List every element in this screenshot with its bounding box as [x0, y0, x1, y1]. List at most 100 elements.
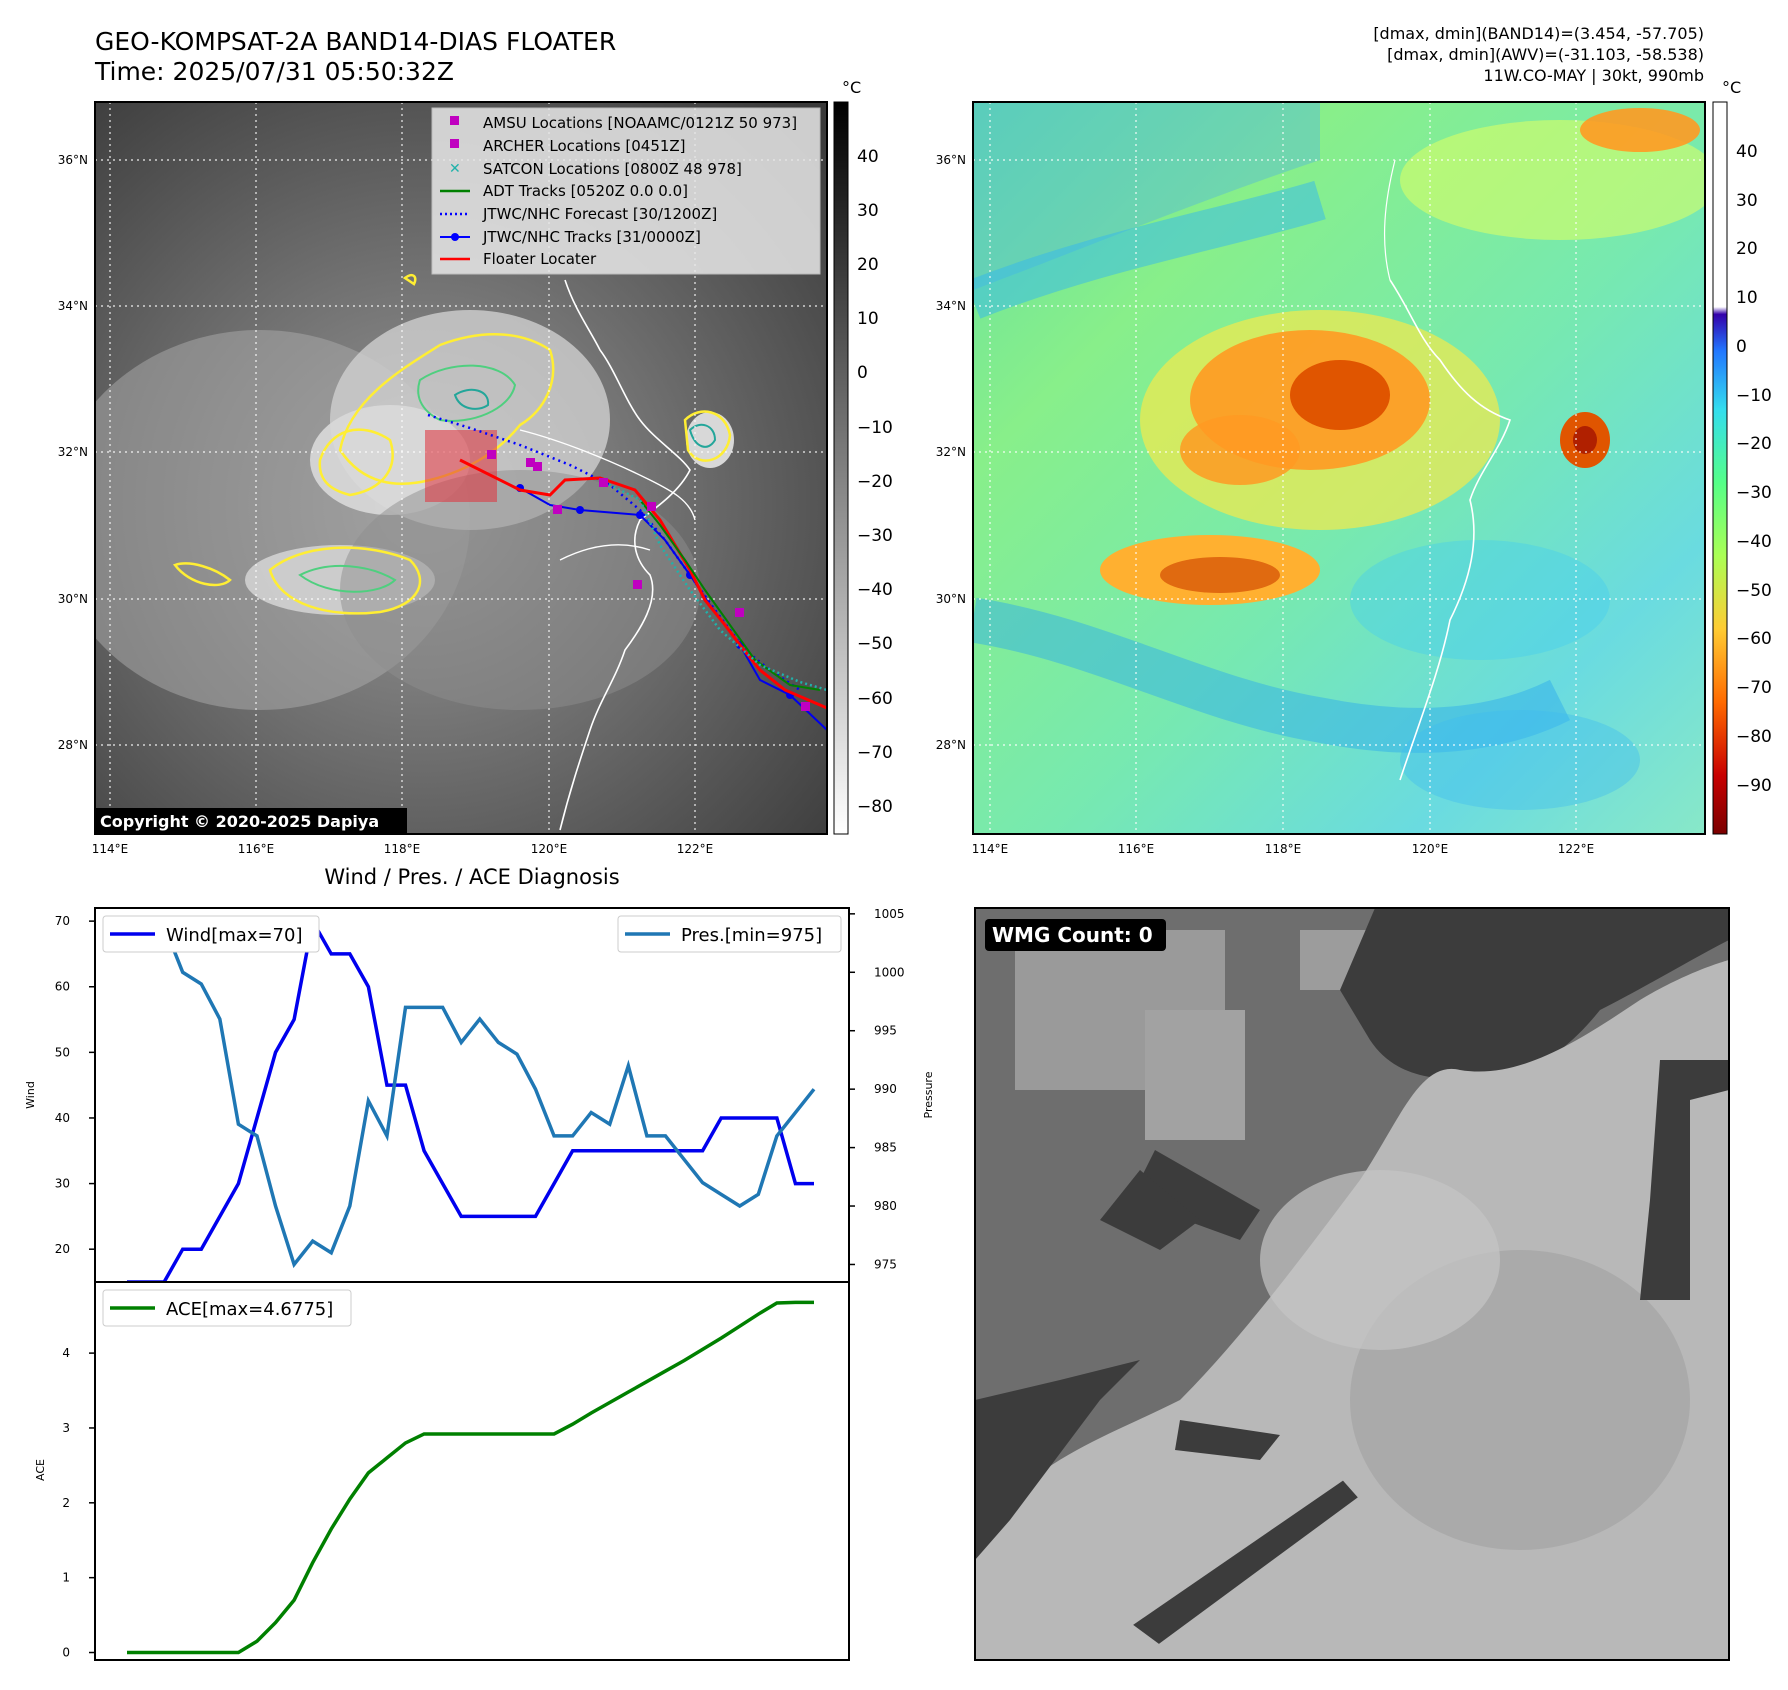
- copyright-box: [95, 808, 407, 834]
- wind-y-tick-label: 30: [55, 1177, 70, 1191]
- wv-lon-tick: 122°E: [1558, 842, 1595, 856]
- stats-band14: [dmax, dmin](BAND14)=(3.454, -57.705): [1373, 24, 1704, 43]
- wind-y-tick-label: 70: [55, 914, 70, 928]
- pressure-legend: Pres.[min=975]: [617, 915, 842, 953]
- svg-text:✕: ✕: [449, 161, 461, 177]
- wv-cbar-tick: −80: [1736, 727, 1772, 747]
- legend-satcon: SATCON Locations [0800Z 48 978]: [483, 160, 742, 178]
- legend-jtwc-tracks: JTWC/NHC Tracks [31/0000Z]: [482, 228, 701, 246]
- wv-lon-tick: 118°E: [1265, 842, 1302, 856]
- ace-legend: ACE[max=4.6775]: [102, 1289, 352, 1327]
- wv-lon-tick: 120°E: [1412, 842, 1449, 856]
- ir-lon-tick: 122°E: [677, 842, 714, 856]
- wv-cbar-tick: −90: [1736, 776, 1772, 796]
- wind-y-tick-label: 60: [55, 980, 70, 994]
- ir-lon-tick: 114°E: [92, 842, 129, 856]
- wv-cbar-tick: −10: [1736, 386, 1772, 406]
- wind-legend: Wind[max=70]: [102, 915, 320, 953]
- stats-awv: [dmax, dmin](AWV)=(-31.103, -58.538): [1387, 45, 1704, 64]
- wind-y-tick-label: 40: [55, 1111, 70, 1125]
- ir-cbar-tick: −80: [857, 797, 893, 817]
- wv-lat-tick: 32°N: [936, 445, 966, 459]
- ir-lat-tick: 34°N: [58, 299, 88, 313]
- ace-frame: [94, 1281, 850, 1661]
- ace-axis-label: ACE: [34, 1459, 47, 1481]
- wv-cbar-tick: 40: [1736, 142, 1758, 162]
- figure-title: GEO-KOMPSAT-2A BAND14-DIAS FLOATER: [95, 27, 616, 56]
- wv-lon-tick: 114°E: [972, 842, 1009, 856]
- wv-moisture-layer: [973, 102, 1705, 834]
- ace-y-tick-label: 1: [62, 1571, 70, 1585]
- pressure-y-tick-label: 995: [874, 1024, 897, 1038]
- wv-cbar-tick: −30: [1736, 483, 1772, 503]
- pressure-y-tick-label: 990: [874, 1082, 897, 1096]
- pressure-y-tick-label: 980: [874, 1199, 897, 1213]
- wv-lat-tick: 34°N: [936, 299, 966, 313]
- figure-time: Time: 2025/07/31 05:50:32Z: [94, 57, 454, 86]
- pressure-y-tick-label: 1005: [874, 907, 905, 921]
- wind-y-tick-label: 50: [55, 1045, 70, 1059]
- wv-cbar-tick: 0: [1736, 337, 1747, 357]
- legend-amsu: AMSU Locations [NOAAMC/0121Z 50 973]: [483, 114, 797, 132]
- wv-cbar-tick: −50: [1736, 581, 1772, 601]
- ace-chart: ACE 0 1 2 3 4 ACE[max=4.6775]: [34, 1281, 850, 1661]
- ir-lon-tick: 118°E: [384, 842, 421, 856]
- ir-lat-tick: 30°N: [58, 592, 88, 606]
- ir-lat-tick: 28°N: [58, 738, 88, 752]
- ir-colorbar-unit: °C: [842, 78, 861, 97]
- ir-cbar-tick: −70: [857, 743, 893, 763]
- pressure-series-line: [127, 923, 816, 1269]
- pressure-legend-label: Pres.[min=975]: [681, 925, 822, 946]
- ir-cbar-tick: 40: [857, 147, 879, 167]
- ir-colorbar: °C 40 30 20 10 0 −10 −20 −30 −40 −50 −60…: [833, 78, 893, 835]
- ir-legend: [431, 107, 821, 275]
- wv-cbar-tick: −70: [1736, 678, 1772, 698]
- ir-cbar-tick: −60: [857, 689, 893, 709]
- ace-y-tick-label: 0: [62, 1646, 70, 1660]
- wv-lon-tick: 116°E: [1118, 842, 1155, 856]
- wv-cbar-tick: −20: [1736, 434, 1772, 454]
- wv-lat-tick: 36°N: [936, 153, 966, 167]
- wmg-panel: WMG Count: 0: [974, 907, 1730, 1661]
- ir-cbar-tick: −20: [857, 472, 893, 492]
- ace-y-tick-label: 2: [62, 1496, 70, 1510]
- pressure-axis-label: Pressure: [922, 1071, 935, 1118]
- wv-cbar-tick: 20: [1736, 239, 1758, 259]
- wv-lat-tick: 28°N: [936, 738, 966, 752]
- wv-cbar-tick: −40: [1736, 532, 1772, 552]
- ir-cbar-tick: −50: [857, 634, 893, 654]
- ir-lat-tick: 32°N: [58, 445, 88, 459]
- ir-map-panel: AMSU Locations [NOAAMC/0121Z 50 973] ARC…: [58, 101, 828, 856]
- wv-cbar-tick: −60: [1736, 629, 1772, 649]
- ir-legend-entries: AMSU Locations [NOAAMC/0121Z 50 973] ARC…: [440, 114, 797, 268]
- ir-cloud-layer: AMSU Locations [NOAAMC/0121Z 50 973] ARC…: [95, 102, 827, 834]
- wind-pressure-chart: Wind Pressure 20 30 40 50 60 70 975 980 985 990 9…: [24, 907, 935, 1284]
- ir-cbar-tick: 30: [857, 201, 879, 221]
- wmg-pixels: [975, 908, 1729, 1660]
- ir-lat-tick: 36°N: [58, 153, 88, 167]
- ir-cbar-tick: −40: [857, 580, 893, 600]
- wind-axis-label: Wind: [24, 1081, 37, 1109]
- copyright-text: Copyright © 2020-2025 Dapiya: [100, 812, 379, 831]
- legend-floater: Floater Locater: [483, 250, 597, 268]
- ir-lon-tick: 116°E: [238, 842, 275, 856]
- ace-y-tick-label: 4: [62, 1346, 70, 1360]
- wind-y-tick-label: 20: [55, 1242, 70, 1256]
- ir-cbar-tick: −30: [857, 526, 893, 546]
- wv-cbar-tick: 30: [1736, 191, 1758, 211]
- ir-cbar-tick: 10: [857, 309, 879, 329]
- pressure-y-tick-label: 1000: [874, 965, 905, 979]
- wv-cbar-tick: 10: [1736, 288, 1758, 308]
- ir-cbar-tick: 0: [857, 363, 868, 383]
- wv-map-panel: 36°N 34°N 32°N 30°N 28°N 114°E 116°E 118…: [936, 101, 1706, 856]
- ir-cbar-tick: 20: [857, 255, 879, 275]
- ace-legend-label: ACE[max=4.6775]: [166, 1299, 333, 1320]
- ace-series-line: [127, 1300, 814, 1655]
- ace-y-tick-label: 3: [62, 1421, 70, 1435]
- wmg-count-label: WMG Count: 0: [992, 923, 1153, 947]
- wv-colorbar-unit: °C: [1722, 78, 1741, 97]
- legend-archer: ARCHER Locations [0451Z]: [483, 137, 686, 155]
- ir-cbar-tick: −10: [857, 418, 893, 438]
- wind-pressure-frame: [94, 907, 850, 1283]
